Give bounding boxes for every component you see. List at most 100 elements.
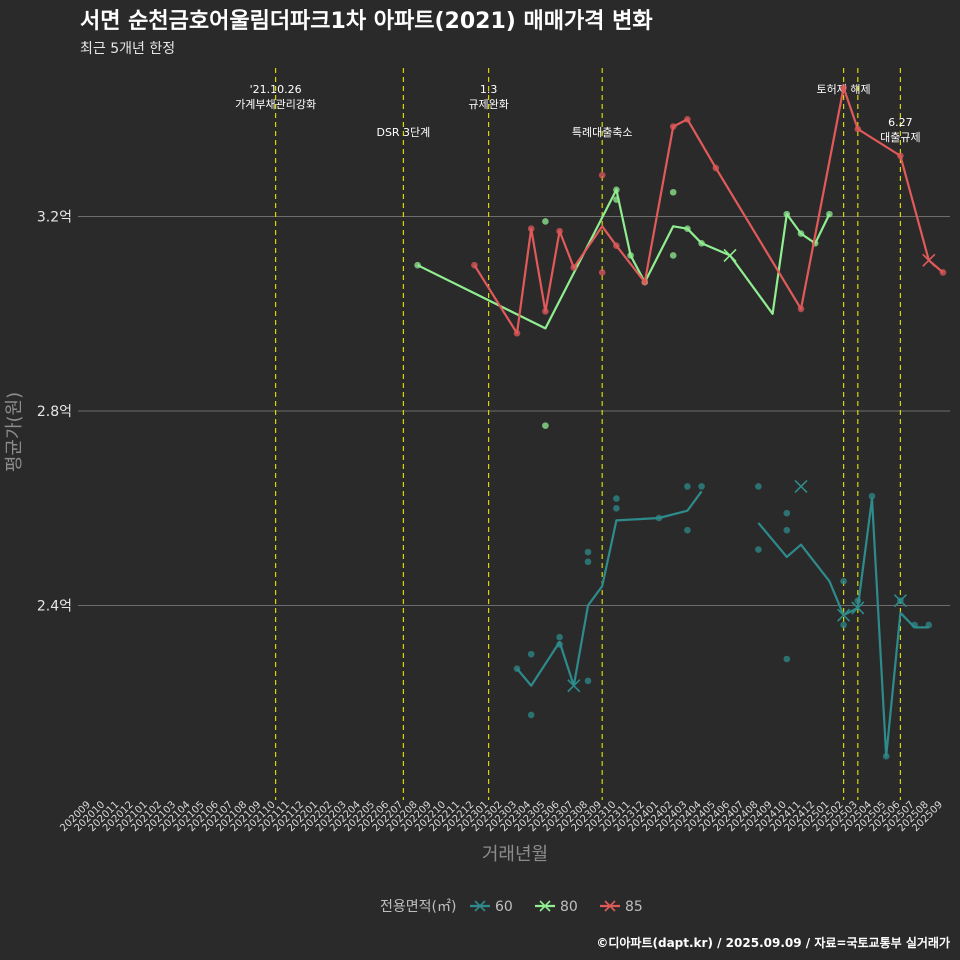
data-point-80	[613, 196, 620, 203]
data-point-60	[783, 526, 791, 534]
event-annotation: DSR 3단계	[376, 126, 430, 139]
data-point-85	[641, 278, 649, 286]
chart-caption: ©디아파트(dapt.kr) / 2025.09.09 / 자료=국토교통부 실…	[596, 935, 950, 950]
chart-subtitle: 최근 5개년 한정	[80, 41, 175, 57]
event-annotation: 특례대출축소	[572, 126, 633, 139]
grid-lines	[78, 216, 950, 607]
data-point-85	[669, 123, 677, 130]
series-60	[513, 479, 933, 760]
legend-item-80: 80	[535, 899, 578, 915]
data-point-85	[897, 152, 904, 160]
event-annotation: 6.27 대출규제	[880, 116, 920, 144]
data-point-60	[613, 495, 620, 502]
data-point-80	[684, 225, 691, 233]
data-point-60	[655, 514, 663, 522]
data-point-80	[627, 252, 634, 259]
data-point-60	[556, 633, 563, 641]
data-point-85	[939, 269, 947, 276]
data-point-80	[797, 230, 805, 237]
y-tick-label: 2.8억	[37, 404, 72, 420]
y-axis-ticks: 2.4억 2.8억 3.2억	[37, 210, 72, 615]
data-point-80	[783, 210, 791, 218]
legend-label: 80	[560, 899, 578, 915]
data-point-80	[669, 252, 677, 259]
cross-marker-80	[723, 248, 737, 263]
data-point-60	[613, 504, 620, 512]
data-point-60	[584, 548, 592, 556]
series-line-60	[516, 490, 703, 687]
y-axis-label: 평균가(원)	[4, 392, 25, 472]
series-layer	[414, 84, 947, 760]
data-point-60	[584, 677, 592, 685]
legend-item-60: 60	[470, 899, 513, 915]
cross-marker-60	[851, 601, 865, 615]
data-point-60	[882, 752, 890, 760]
data-point-60	[868, 492, 876, 500]
data-point-85	[854, 125, 862, 133]
cross-stroke	[922, 253, 936, 267]
legend: 전용면적(㎡) 60 80 85	[380, 899, 643, 915]
data-point-85	[712, 164, 720, 172]
cross-marker-60	[893, 594, 907, 608]
data-point-85	[797, 305, 805, 313]
data-point-60	[527, 650, 535, 658]
legend-label: 85	[625, 899, 643, 915]
data-point-80	[542, 218, 549, 225]
data-point-80	[698, 239, 705, 247]
data-point-60	[783, 655, 791, 663]
legend-swatch-cross	[539, 900, 551, 912]
data-point-85	[527, 225, 535, 233]
data-point-60	[698, 483, 705, 490]
data-point-80	[826, 210, 833, 218]
data-point-85	[570, 264, 578, 271]
data-point-60	[584, 558, 592, 566]
data-point-60	[911, 621, 918, 629]
cross-marker-85	[922, 253, 936, 267]
legend-title: 전용면적(㎡)	[380, 899, 456, 915]
data-point-80	[414, 261, 421, 269]
data-point-60	[854, 597, 862, 604]
data-point-60	[556, 641, 563, 648]
data-point-80	[669, 188, 677, 196]
data-point-85	[471, 261, 478, 269]
data-point-60	[755, 483, 762, 490]
y-tick-label: 3.2억	[37, 210, 72, 226]
data-point-85	[598, 171, 606, 179]
series-line-85	[473, 86, 944, 335]
data-point-60	[755, 546, 762, 553]
data-point-80	[613, 186, 620, 194]
data-point-60	[684, 483, 691, 490]
data-point-60	[527, 711, 535, 719]
data-point-60	[840, 577, 847, 585]
cross-stroke	[567, 679, 581, 693]
series-line-80	[417, 188, 831, 330]
series-85	[471, 84, 947, 337]
cross-stroke	[893, 594, 907, 608]
x-axis-label: 거래년월	[482, 844, 548, 865]
cross-stroke	[837, 608, 851, 622]
data-point-60	[925, 621, 933, 629]
data-point-85	[542, 308, 549, 315]
legend-label: 60	[495, 899, 513, 915]
event-annotation: '21.10.26 가계부채관리강화	[235, 83, 316, 111]
cross-stroke	[794, 479, 808, 493]
data-point-60	[684, 526, 691, 534]
series-80	[414, 186, 833, 429]
cross-stroke	[851, 601, 865, 615]
event-annotation: 1.3 규제완화	[468, 83, 508, 111]
x-axis-ticks: 2020092020102020112020122021012021022021…	[58, 799, 945, 834]
data-point-85	[613, 242, 620, 250]
data-point-60	[783, 509, 791, 517]
data-point-85	[598, 269, 606, 276]
legend-item-85: 85	[600, 899, 643, 915]
data-point-80	[542, 422, 549, 429]
cross-marker-60	[794, 479, 808, 493]
legend-swatch-cross	[474, 900, 486, 912]
data-point-85	[840, 84, 847, 92]
cross-marker-60	[567, 679, 581, 693]
data-point-85	[556, 227, 563, 235]
data-point-85	[684, 116, 691, 123]
cross-marker-60	[837, 608, 851, 622]
